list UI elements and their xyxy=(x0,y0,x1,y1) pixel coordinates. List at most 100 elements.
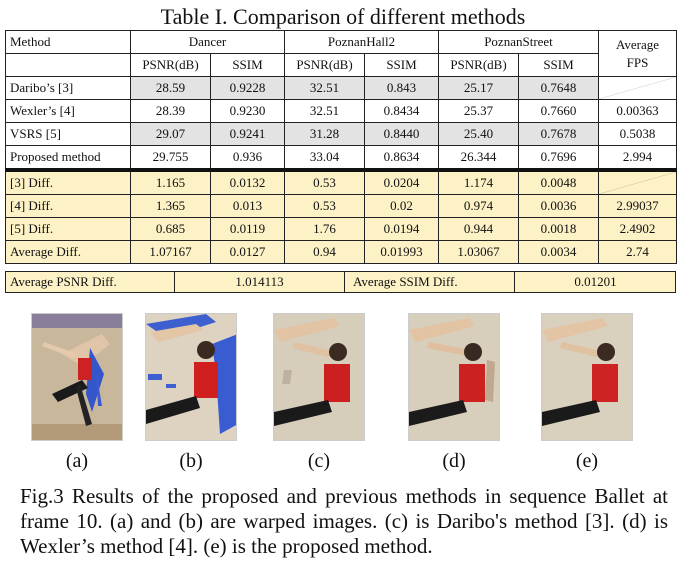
avg-fps-header: Average FPS xyxy=(598,30,677,77)
value-cell: 0.02 xyxy=(364,194,439,218)
table-row: [4] Diff. 1.365 0.013 0.53 0.02 0.974 0.0036 2.… xyxy=(5,194,677,218)
value-cell: 0.0048 xyxy=(518,168,599,195)
value-cell: 32.51 xyxy=(284,76,365,100)
fps-cell: 2.99037 xyxy=(598,194,677,218)
value-cell: 1.165 xyxy=(130,168,211,195)
value-cell: 0.0194 xyxy=(364,217,439,241)
row-label: [3] Diff. xyxy=(5,168,131,195)
table-row: [3] Diff. 1.165 0.0132 0.53 0.0204 1.174 0.004… xyxy=(5,168,677,195)
row-label: [4] Diff. xyxy=(5,194,131,218)
panel-d-label: (d) xyxy=(442,450,466,472)
row-label: Wexler’s [4] xyxy=(5,99,131,123)
value-cell: 0.013 xyxy=(210,194,285,218)
value-cell: 0.0036 xyxy=(518,194,599,218)
subheader-cell: PSNR(dB) xyxy=(438,53,519,77)
table-row: [5] Diff. 0.685 0.0119 1.76 0.0194 0.944 0.001… xyxy=(5,217,677,241)
fps-cell: 0.00363 xyxy=(598,99,677,123)
value-cell: 0.0204 xyxy=(364,168,439,195)
value-cell: 0.0119 xyxy=(210,217,285,241)
value-cell: 0.685 xyxy=(130,217,211,241)
figure-caption: Fig.3 Results of the proposed and previo… xyxy=(20,484,668,558)
panel-e-image xyxy=(541,313,633,441)
panel-c-label: (c) xyxy=(307,450,331,472)
value-cell: 29.755 xyxy=(130,145,211,171)
value-cell: 1.174 xyxy=(438,168,519,195)
value-cell: 25.17 xyxy=(438,76,519,100)
value-cell: 0.0034 xyxy=(518,240,599,264)
subheader-cell: SSIM xyxy=(210,53,285,77)
value-cell: 1.365 xyxy=(130,194,211,218)
value-cell: 33.04 xyxy=(284,145,365,171)
value-cell: 0.0127 xyxy=(210,240,285,264)
avg-psnr-label: Average PSNR Diff. xyxy=(10,274,117,289)
table-row: Daribo’s [3] 28.59 0.9228 32.51 0.843 25.17 0.… xyxy=(5,76,677,100)
empty-diagonal-cell xyxy=(598,76,677,100)
subheader-cell: PSNR(dB) xyxy=(284,53,365,77)
value-cell: 0.9230 xyxy=(210,99,285,123)
empty-subheader-cell xyxy=(5,53,131,77)
panel-a-image xyxy=(31,313,123,441)
table-body: Daribo’s [3] 28.59 0.9228 32.51 0.843 25.17 0.… xyxy=(5,76,677,264)
panel-d-image xyxy=(408,313,500,441)
fps-cell: 2.4902 xyxy=(598,217,677,241)
panel-a-label: (a) xyxy=(65,450,89,472)
row-label: Average Diff. xyxy=(5,240,131,264)
value-cell: 0.936 xyxy=(210,145,285,171)
avg-ssim-label: Average SSIM Diff. xyxy=(344,272,514,292)
value-cell: 1.03067 xyxy=(438,240,519,264)
avg-ssim-value: 0.01201 xyxy=(514,272,676,292)
value-cell: 25.40 xyxy=(438,122,519,146)
group-header-dancer: Dancer xyxy=(130,30,285,54)
row-label: Daribo’s [3] xyxy=(5,76,131,100)
panel-b-label: (b) xyxy=(179,450,203,472)
value-cell: 28.59 xyxy=(130,76,211,100)
value-cell: 0.9228 xyxy=(210,76,285,100)
table-title: Table I. Comparison of different methods xyxy=(160,4,526,29)
value-cell: 25.37 xyxy=(438,99,519,123)
value-cell: 0.7696 xyxy=(518,145,599,171)
subheader-cell: PSNR(dB) xyxy=(130,53,211,77)
panel-c-image xyxy=(273,313,365,441)
fps-cell: 2.994 xyxy=(598,145,677,171)
fps-cell: 2.74 xyxy=(598,240,677,264)
value-cell: 31.28 xyxy=(284,122,365,146)
value-cell: 0.7660 xyxy=(518,99,599,123)
value-cell: 0.843 xyxy=(364,76,439,100)
avg-psnr-value: 1.014113 xyxy=(174,272,344,292)
value-cell: 0.0132 xyxy=(210,168,285,195)
table-row: VSRS [5] 29.07 0.9241 31.28 0.8440 25.40 0.767… xyxy=(5,122,677,146)
value-cell: 32.51 xyxy=(284,99,365,123)
group-header-poznanstreet: PoznanStreet xyxy=(438,30,599,54)
method-header: Method xyxy=(5,30,131,54)
avg-fps-header-line1: Average xyxy=(615,36,660,52)
row-label: Proposed method xyxy=(5,145,131,171)
value-cell: 26.344 xyxy=(438,145,519,171)
fps-cell: 0.5038 xyxy=(598,122,677,146)
panel-b-image xyxy=(145,313,237,441)
value-cell: 0.01993 xyxy=(364,240,439,264)
table-row: Proposed method 29.755 0.936 33.04 0.8634 26.… xyxy=(5,145,677,171)
value-cell: 0.7678 xyxy=(518,122,599,146)
value-cell: 0.0018 xyxy=(518,217,599,241)
value-cell: 0.9241 xyxy=(210,122,285,146)
value-cell: 0.94 xyxy=(284,240,365,264)
panel-e-label: (e) xyxy=(575,450,599,472)
value-cell: 28.39 xyxy=(130,99,211,123)
avg-fps-header-line2: FPS xyxy=(626,54,649,70)
table-row: Average Diff. 1.07167 0.0127 0.94 0.01993 1.0… xyxy=(5,240,677,264)
table-row: Wexler’s [4] 28.39 0.9230 32.51 0.8434 25.37 0… xyxy=(5,99,677,123)
value-cell: 1.07167 xyxy=(130,240,211,264)
subheader-cell: SSIM xyxy=(518,53,599,77)
comparison-table: Method Dancer PoznanHall2 PoznanStreet A… xyxy=(5,30,677,264)
value-cell: 0.8434 xyxy=(364,99,439,123)
value-cell: 0.53 xyxy=(284,194,365,218)
value-cell: 0.8634 xyxy=(364,145,439,171)
value-cell: 1.76 xyxy=(284,217,365,241)
row-label: VSRS [5] xyxy=(5,122,131,146)
empty-diagonal-cell xyxy=(598,168,677,195)
value-cell: 0.7648 xyxy=(518,76,599,100)
value-cell: 0.944 xyxy=(438,217,519,241)
value-cell: 0.8440 xyxy=(364,122,439,146)
group-header-poznanhall2: PoznanHall2 xyxy=(284,30,439,54)
value-cell: 29.07 xyxy=(130,122,211,146)
